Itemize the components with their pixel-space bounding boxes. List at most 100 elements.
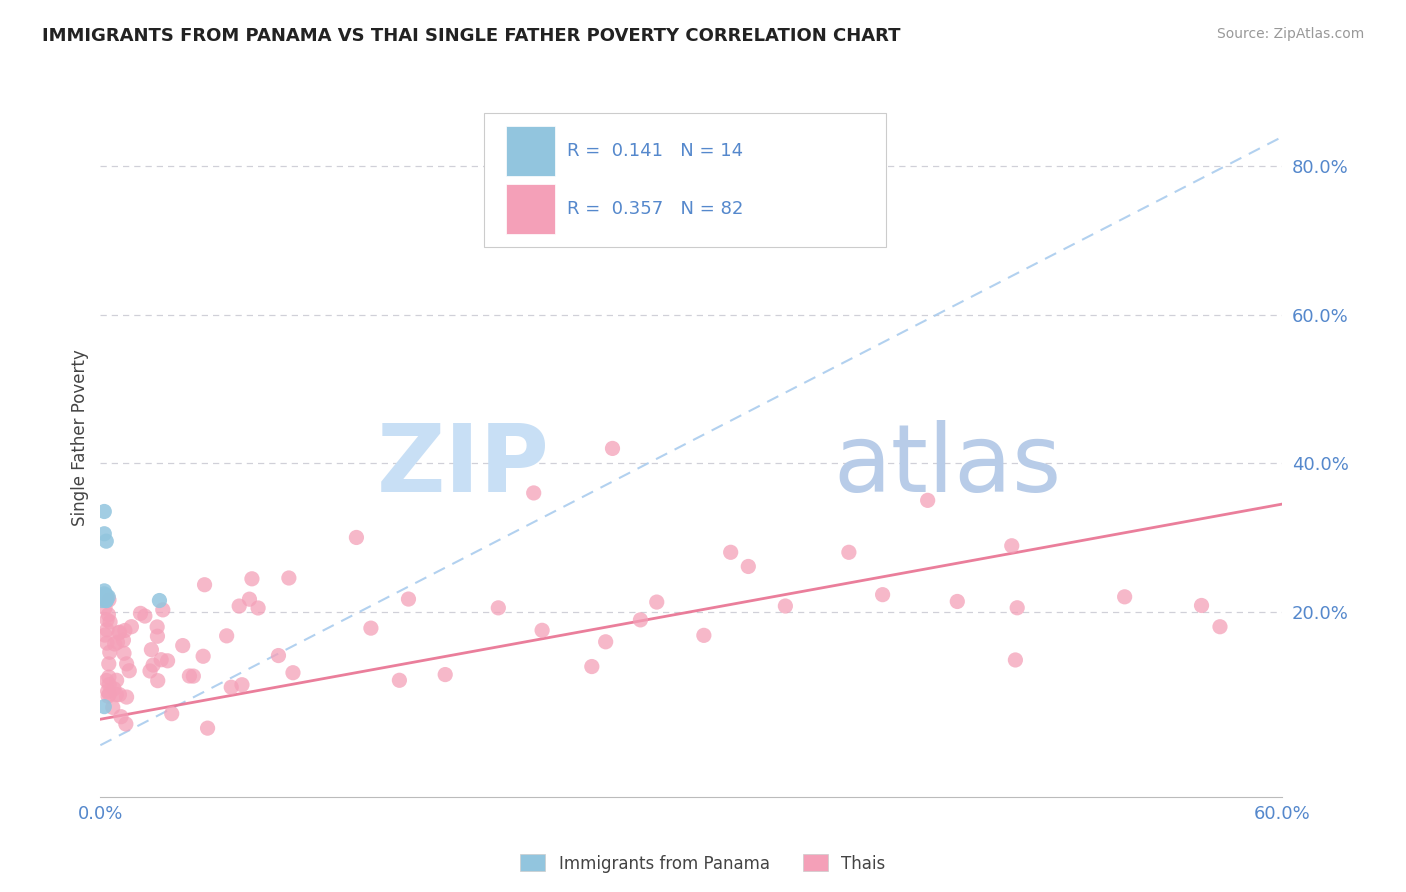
Text: atlas: atlas [834,420,1062,512]
Point [97,684,120,698]
Point [97,670,120,684]
Point [134,609,156,624]
Point [398,592,420,607]
Point [215,629,238,643]
Point [152,603,174,617]
Point [98,678,121,692]
Point [150,653,173,667]
Point [141,642,163,657]
Y-axis label: Single Father Poverty: Single Father Poverty [72,349,89,525]
Point [193,578,215,592]
Point [97,590,120,604]
Point [146,620,169,634]
Point [94,628,117,642]
Text: R =  0.357   N = 82: R = 0.357 N = 82 [567,200,744,219]
Point [96,588,118,602]
Point [104,637,127,651]
Point [94,601,117,615]
Point [97,657,120,671]
Point [737,559,759,574]
Point [1004,653,1026,667]
Text: Source: ZipAtlas.com: Source: ZipAtlas.com [1216,27,1364,41]
Point [720,545,742,559]
FancyBboxPatch shape [506,127,555,176]
Point [1114,590,1136,604]
Point [93,583,115,598]
Point [228,599,250,613]
Point [179,669,201,683]
Text: ZIP: ZIP [377,420,550,512]
Point [108,625,131,640]
Point [103,681,125,696]
Point [267,648,290,663]
Point [93,504,115,518]
Point [183,669,205,683]
Point [1005,600,1028,615]
Point [110,709,132,723]
Point [148,593,170,607]
Point [240,572,263,586]
Point [96,623,118,637]
Point [146,673,169,688]
Point [98,687,121,701]
Point [531,624,554,638]
Point [775,599,797,613]
Point [838,545,860,559]
Point [96,593,118,607]
Point [96,673,118,688]
Point [98,645,121,659]
Point [96,591,118,606]
Point [112,633,135,648]
Point [197,721,219,735]
Point [872,588,894,602]
Point [98,615,121,629]
Point [114,624,136,638]
Point [96,534,118,549]
Point [101,700,124,714]
Point [630,613,652,627]
Point [388,673,411,688]
Point [97,607,120,622]
Point [139,664,162,678]
Point [118,664,141,678]
Point [231,678,253,692]
Point [693,628,716,642]
Point [346,531,368,545]
Point [523,486,546,500]
FancyBboxPatch shape [485,113,886,246]
Point [93,526,115,541]
Point [105,673,128,688]
Point [645,595,668,609]
Point [108,625,131,640]
Point [281,665,304,680]
Point [434,667,457,681]
Text: IMMIGRANTS FROM PANAMA VS THAI SINGLE FATHER POVERTY CORRELATION CHART: IMMIGRANTS FROM PANAMA VS THAI SINGLE FA… [42,27,901,45]
Point [238,592,260,607]
Point [93,587,115,601]
Point [581,659,603,673]
Point [917,493,939,508]
Point [107,635,129,649]
Point [142,658,165,673]
Point [108,688,131,702]
Point [595,635,617,649]
Point [115,657,138,671]
Point [115,717,138,731]
Point [146,629,169,643]
Point [97,689,120,703]
Point [91,593,114,607]
Point [115,690,138,704]
Point [486,600,509,615]
Point [277,571,299,585]
Point [93,699,115,714]
Point [129,607,152,621]
Point [96,613,118,627]
Point [1209,620,1232,634]
Point [160,706,183,721]
Point [360,621,382,635]
Point [172,639,194,653]
Point [191,649,214,664]
Legend: Immigrants from Panama, Thais: Immigrants from Panama, Thais [513,847,893,880]
Point [96,636,118,650]
Point [96,593,118,607]
